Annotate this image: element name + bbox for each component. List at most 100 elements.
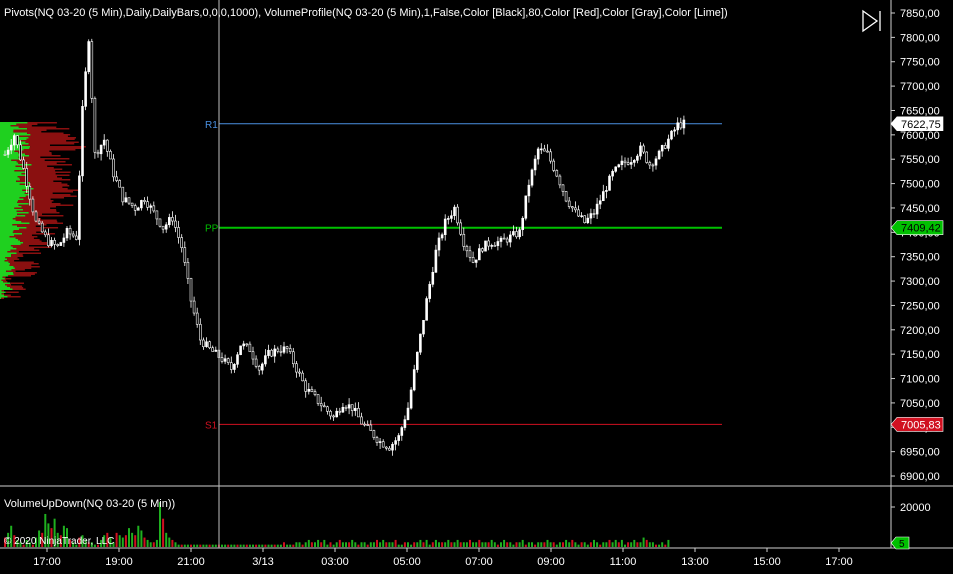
candle	[230, 356, 233, 374]
candle	[397, 433, 401, 446]
volume-profile-up	[0, 270, 7, 272]
candle	[437, 232, 441, 257]
volume-bar	[137, 525, 140, 547]
pivot-label-s1: S1	[205, 420, 218, 431]
volume-bar	[59, 535, 62, 547]
volume-profile-down	[27, 132, 64, 134]
volume-profile-down	[23, 198, 51, 200]
volume-bar	[7, 532, 10, 547]
candle	[267, 344, 270, 359]
candle	[639, 142, 642, 160]
volume-profile-up	[0, 249, 11, 251]
volume-profile-down	[31, 164, 72, 166]
volume-bar	[444, 542, 447, 547]
price-tick-label: 7050,00	[900, 398, 940, 410]
candle	[552, 158, 556, 173]
volume-profile-down	[10, 245, 29, 247]
candle	[412, 364, 416, 392]
volume-profile-up	[0, 192, 25, 194]
volume-profile-up	[0, 255, 12, 257]
volume-bar	[236, 544, 239, 547]
time-axis[interactable]: 17:00 19:00 21:00 3/13 03:00 05:00 07:00 09:00 1…	[33, 548, 853, 568]
volume-profile-down	[20, 243, 48, 245]
volume-bar	[314, 542, 316, 547]
candle	[543, 144, 546, 152]
price-panel-header: Pivots(NQ 03-20 (5 Min),Daily,DailyBars,…	[4, 7, 728, 19]
candle	[375, 435, 379, 446]
candle	[369, 420, 373, 431]
volume-profile-up	[0, 294, 5, 296]
candle	[539, 143, 543, 155]
volume-profile-up	[0, 281, 4, 283]
volume-bar	[596, 542, 599, 547]
volume-profile-up	[0, 125, 11, 127]
volume-bar	[589, 542, 592, 547]
volume-bar	[221, 544, 223, 547]
volume-profile-up	[0, 252, 17, 254]
candle	[199, 318, 202, 345]
volume-profile-up	[0, 186, 32, 188]
candle	[313, 389, 317, 397]
candle	[205, 337, 208, 348]
volume-bar	[211, 544, 214, 547]
volume-profile-down	[18, 204, 74, 206]
volume-bar	[283, 542, 285, 547]
volume-profile-down	[1, 297, 5, 299]
volume-profile-up	[0, 267, 15, 269]
price-tick-label: 7500,00	[900, 179, 940, 191]
candle	[75, 230, 78, 241]
candle	[254, 355, 258, 369]
volume-bar	[31, 544, 34, 547]
candle	[189, 277, 193, 308]
volume-bar	[295, 542, 298, 547]
volume-profile-up	[0, 156, 19, 158]
volume-profile-down	[13, 131, 42, 133]
price-axis[interactable]: 7850,00 7800,00 7750,00 7700,00 7650,00 7600,…	[891, 8, 940, 483]
volume-bar	[558, 542, 561, 547]
volume-bar	[174, 542, 177, 547]
volume-profile-up	[0, 279, 2, 281]
volume-profile-down	[16, 161, 66, 163]
volume-profile-down	[27, 128, 70, 130]
volume-bar	[431, 542, 434, 547]
volume-bar	[78, 537, 81, 547]
volume-profile-up	[0, 201, 18, 203]
volume-profile-down	[17, 176, 58, 178]
volume-bar	[382, 539, 385, 547]
time-tick-label: 21:00	[177, 556, 205, 568]
candle	[307, 382, 311, 395]
volume-bar	[534, 544, 537, 547]
volume-profile-up	[0, 174, 27, 176]
last-volume-label: 5	[899, 539, 905, 550]
candle	[50, 237, 53, 248]
volume-profile-down	[19, 197, 65, 199]
candle	[248, 341, 252, 353]
volume-bar	[648, 542, 651, 547]
volume-profile-down	[15, 216, 39, 218]
volume-bar	[298, 542, 301, 547]
volume-profile-up	[0, 225, 18, 227]
volume-profile-down	[14, 267, 32, 269]
volume-profile-down	[4, 260, 15, 262]
volume-profile-up	[0, 179, 21, 181]
candle	[391, 442, 394, 456]
volume-bar	[639, 542, 642, 547]
candle	[524, 195, 528, 221]
volume-profile-down	[12, 288, 26, 290]
candle	[19, 140, 22, 161]
candle	[177, 220, 180, 244]
candle	[512, 225, 515, 237]
volume-profile-down	[30, 134, 71, 136]
play-skip-icon[interactable]	[862, 9, 881, 33]
candle	[78, 170, 81, 246]
candle	[608, 174, 611, 191]
candle	[155, 210, 159, 225]
volume-profile-up	[0, 290, 2, 292]
volume-axis[interactable]: 20000 5	[890, 502, 931, 550]
volume-profile-up	[0, 129, 14, 131]
candle	[555, 169, 559, 178]
candle	[3, 150, 7, 156]
volume-profile-down	[18, 152, 52, 154]
volume-bar	[354, 542, 357, 547]
